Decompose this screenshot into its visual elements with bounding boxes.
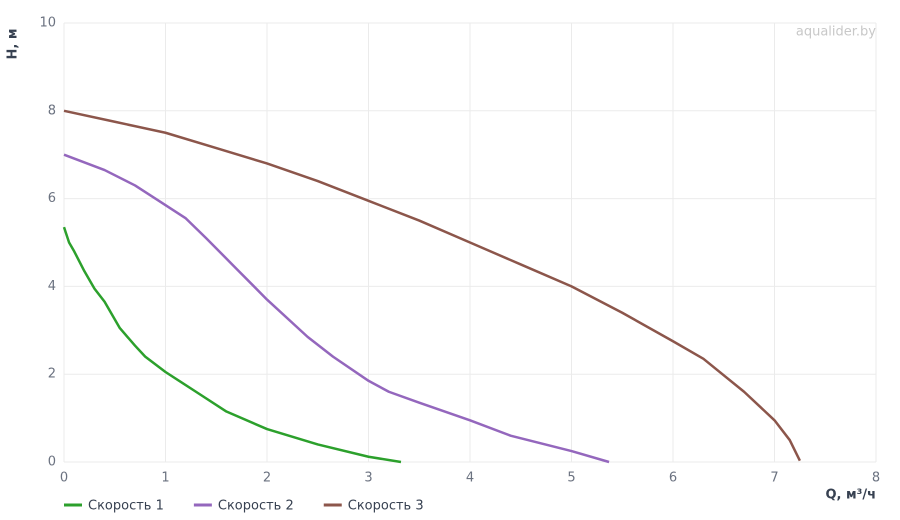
series-line [63, 109, 801, 462]
watermark: aqualider.by [796, 25, 876, 40]
x-tick-label: 3 [364, 471, 372, 486]
legend-label: Скорость 2 [218, 499, 294, 514]
y-tick-label: 4 [48, 279, 56, 294]
y-tick-label: 8 [48, 103, 56, 118]
x-axis-label: Q, м³/ч [825, 488, 876, 503]
x-tick-label: 7 [770, 471, 778, 486]
y-tick-label: 10 [39, 16, 56, 31]
x-tick-label: 0 [60, 471, 68, 486]
series-line [62, 226, 402, 464]
x-tick-label: 5 [567, 471, 575, 486]
legend-label: Скорость 1 [88, 499, 164, 514]
series-line [63, 153, 610, 464]
x-tick-label: 1 [161, 471, 169, 486]
y-tick-label: 2 [48, 367, 56, 382]
y-tick-label: 0 [48, 455, 56, 470]
x-tick-label: 4 [466, 471, 474, 486]
x-tick-label: 8 [872, 471, 880, 486]
x-tick-label: 2 [263, 471, 271, 486]
x-tick-label: 6 [669, 471, 677, 486]
y-axis-label: H, м [6, 29, 21, 60]
y-tick-label: 6 [48, 191, 56, 206]
legend-label: Скорость 3 [348, 499, 424, 514]
